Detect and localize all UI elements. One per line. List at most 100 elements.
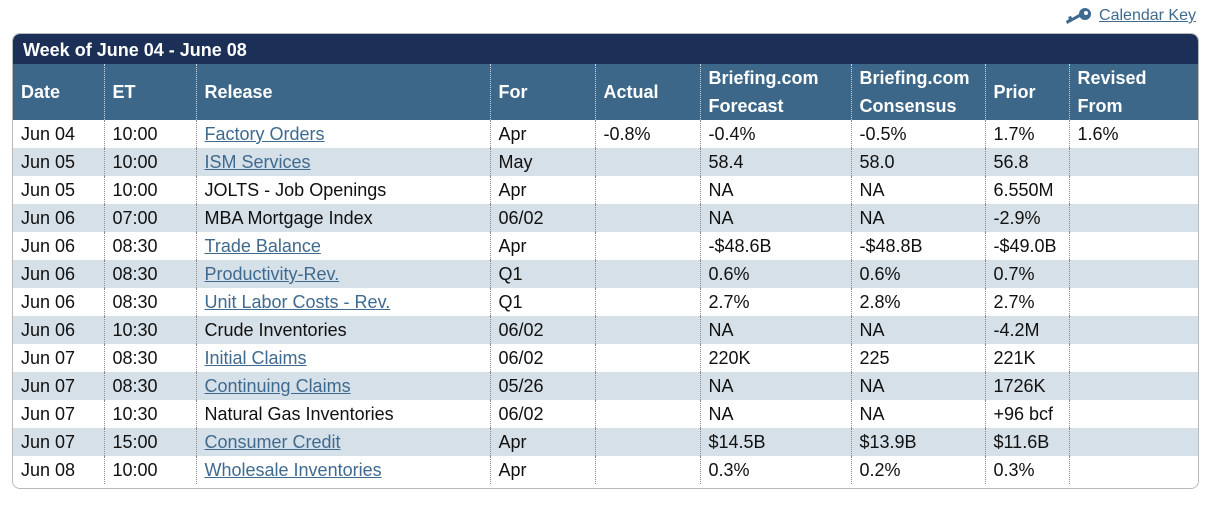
release-link[interactable]: Consumer Credit [204,432,341,452]
cell-forecast: -$48.6B [699,232,851,260]
cell-et: 15:00 [103,428,196,456]
cell-for: Apr [489,428,595,456]
table-row: Jun 06 10:30 Crude Inventories 06/02 NA NA -4.… [13,316,1198,344]
cell-date: Jun 06 [13,232,104,260]
cell-revised [1068,400,1198,428]
cell-forecast: NA [699,316,851,344]
cell-forecast: -0.4% [699,120,851,148]
cell-forecast: NA [699,372,851,400]
cell-release: ISM Services [195,148,490,176]
cell-revised [1068,148,1198,176]
header-forecast-line2: Forecast [708,96,784,116]
cell-revised: 1.6% [1068,120,1198,148]
table-row: Jun 05 10:00 ISM Services May 58.4 58.0 56.8 [13,148,1198,176]
cell-forecast: NA [699,204,851,232]
release-link[interactable]: ISM Services [204,152,311,172]
cell-date: Jun 06 [13,316,104,344]
week-title: Week of June 04 - June 08 [13,34,1198,64]
release-link[interactable]: Trade Balance [204,236,321,256]
release-link[interactable]: Factory Orders [204,124,325,144]
cell-release: Factory Orders [195,120,490,148]
table-row: Jun 07 08:30 Continuing Claims 05/26 NA NA 172… [13,372,1198,400]
cell-et: 08:30 [103,372,196,400]
release-link[interactable]: Initial Claims [204,348,307,368]
header-release: Release [195,64,490,120]
cell-for: Apr [489,176,595,204]
cell-et: 08:30 [103,260,196,288]
table-header-row: Date ET Release For Actual Briefing.com F… [13,64,1198,120]
cell-release: Crude Inventories [195,316,490,344]
cell-prior: 2.7% [984,288,1069,316]
table-row: Jun 06 07:00 MBA Mortgage Index 06/02 NA NA -2… [13,204,1198,232]
cell-release: JOLTS - Job Openings [195,176,490,204]
cell-forecast: 0.6% [699,260,851,288]
cell-prior: 0.3% [984,456,1069,484]
cell-prior: 221K [984,344,1069,372]
cell-for: 05/26 [489,372,595,400]
cell-date: Jun 06 [13,260,104,288]
cell-consensus: NA [850,372,985,400]
economic-calendar-table: Date ET Release For Actual Briefing.com F… [13,64,1198,484]
cell-prior: 0.7% [984,260,1069,288]
header-actual: Actual [594,64,700,120]
cell-date: Jun 07 [13,428,104,456]
cell-release: Initial Claims [195,344,490,372]
release-link[interactable]: Productivity-Rev. [204,264,340,284]
release-link[interactable]: Unit Labor Costs - Rev. [204,292,391,312]
cell-for: May [489,148,595,176]
release-link[interactable]: Continuing Claims [204,376,351,396]
cell-revised [1068,260,1198,288]
cell-revised [1068,316,1198,344]
cell-et: 08:30 [103,344,196,372]
header-forecast-line1: Briefing.com [708,68,819,88]
cell-et: 10:00 [103,456,196,484]
header-consensus-line1: Briefing.com [859,68,970,88]
cell-date: Jun 05 [13,176,104,204]
cell-consensus: 0.6% [850,260,985,288]
cell-et: 08:30 [103,232,196,260]
cell-date: Jun 07 [13,344,104,372]
cell-prior: -2.9% [984,204,1069,232]
cell-date: Jun 07 [13,372,104,400]
cell-revised [1068,288,1198,316]
cell-date: Jun 06 [13,204,104,232]
cell-for: 06/02 [489,344,595,372]
table-row: Jun 07 10:30 Natural Gas Inventories 06/02 N… [13,400,1198,428]
cell-et: 10:30 [103,316,196,344]
cell-for: Apr [489,232,595,260]
header-et: ET [103,64,196,120]
cell-forecast: 220K [699,344,851,372]
cell-actual [594,400,700,428]
cell-for: Q1 [489,260,595,288]
header-date: Date [13,64,104,120]
cell-consensus: 58.0 [850,148,985,176]
economic-calendar-panel: Week of June 04 - June 08 Date ET Releas… [12,33,1199,489]
table-row: Jun 04 10:00 Factory Orders Apr -0.8% -0.4% -0… [13,120,1198,148]
cell-prior: +96 bcf [984,400,1069,428]
cell-actual [594,428,700,456]
cell-release: Natural Gas Inventories [195,400,490,428]
cell-for: Q1 [489,288,595,316]
release-link[interactable]: Wholesale Inventories [204,460,382,480]
cell-actual [594,372,700,400]
header-consensus: Briefing.com Consensus [850,64,985,120]
cell-actual [594,344,700,372]
cell-revised [1068,428,1198,456]
calendar-key-link[interactable]: Calendar Key [1063,6,1196,26]
cell-prior: -$49.0B [984,232,1069,260]
cell-et: 10:00 [103,148,196,176]
cell-consensus: -$48.8B [850,232,985,260]
cell-release: Wholesale Inventories [195,456,490,484]
cell-forecast: NA [699,400,851,428]
cell-consensus: 0.2% [850,456,985,484]
cell-revised [1068,372,1198,400]
cell-for: Apr [489,120,595,148]
cell-date: Jun 04 [13,120,104,148]
cell-date: Jun 05 [13,148,104,176]
calendar-key-label[interactable]: Calendar Key [1099,7,1196,24]
cell-consensus: 225 [850,344,985,372]
table-body: Jun 04 10:00 Factory Orders Apr -0.8% -0.4% -0… [13,120,1198,484]
header-for: For [489,64,595,120]
cell-prior: 56.8 [984,148,1069,176]
header-revised: Revised From [1068,64,1198,120]
